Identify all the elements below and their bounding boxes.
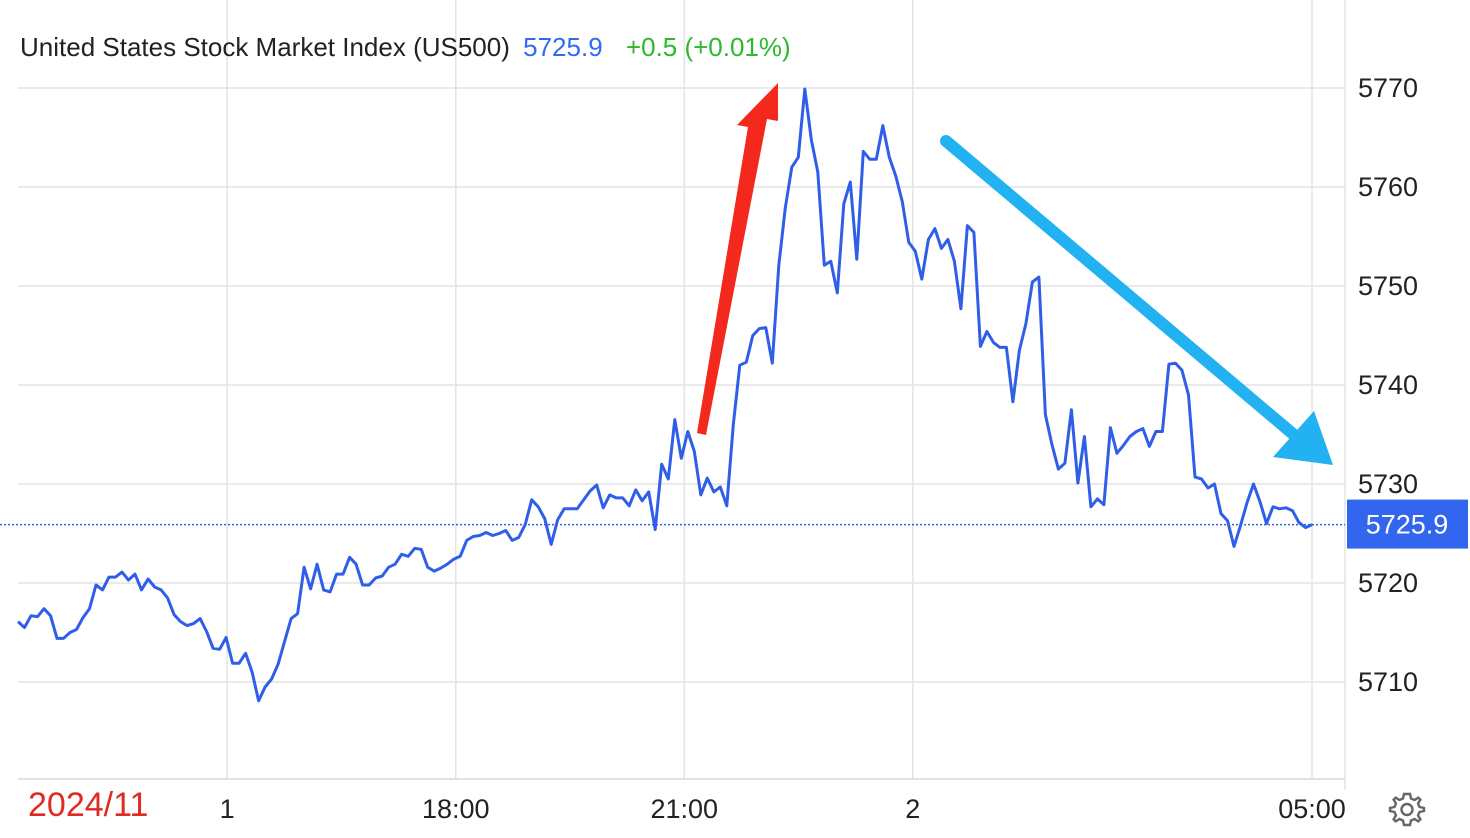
x-tick-label: 21:00 — [650, 794, 718, 824]
current-price: 5725.9 — [523, 32, 603, 62]
y-tick-label: 5740 — [1358, 370, 1418, 400]
x-tick-label: 2 — [905, 794, 920, 824]
y-tick-label: 5770 — [1358, 73, 1418, 103]
price-change: +0.5 (+0.01%) — [625, 32, 791, 62]
y-axis: 5710 5720 5730 5740 5750 5760 5770 — [1358, 73, 1418, 697]
annotation-arrows — [697, 83, 1333, 465]
last-price-badge: 5725.9 — [1347, 499, 1468, 549]
gear-icon[interactable] — [1388, 790, 1426, 828]
last-price-label: 5725.9 — [1366, 510, 1449, 540]
y-tick-label: 5710 — [1358, 667, 1418, 697]
down-arrow — [940, 135, 1333, 465]
date-annotation: 2024/11 — [28, 786, 149, 824]
x-tick-label: 05:00 — [1278, 794, 1346, 824]
chart-grid — [18, 0, 1345, 779]
x-tick-label: 1 — [220, 794, 235, 824]
y-tick-label: 5750 — [1358, 271, 1418, 301]
y-tick-label: 5760 — [1358, 172, 1418, 202]
x-tick-label: 18:00 — [422, 794, 490, 824]
y-tick-label: 5720 — [1358, 568, 1418, 598]
chart-legend: United States Stock Market Index (US500)… — [20, 32, 797, 63]
chart-title: United States Stock Market Index (US500) — [20, 32, 510, 62]
y-tick-label: 5730 — [1358, 469, 1418, 499]
x-axis: 1 18:00 21:00 2 05:00 — [220, 794, 1346, 824]
up-arrow — [697, 83, 778, 435]
price-line[interactable] — [16, 87, 1313, 703]
